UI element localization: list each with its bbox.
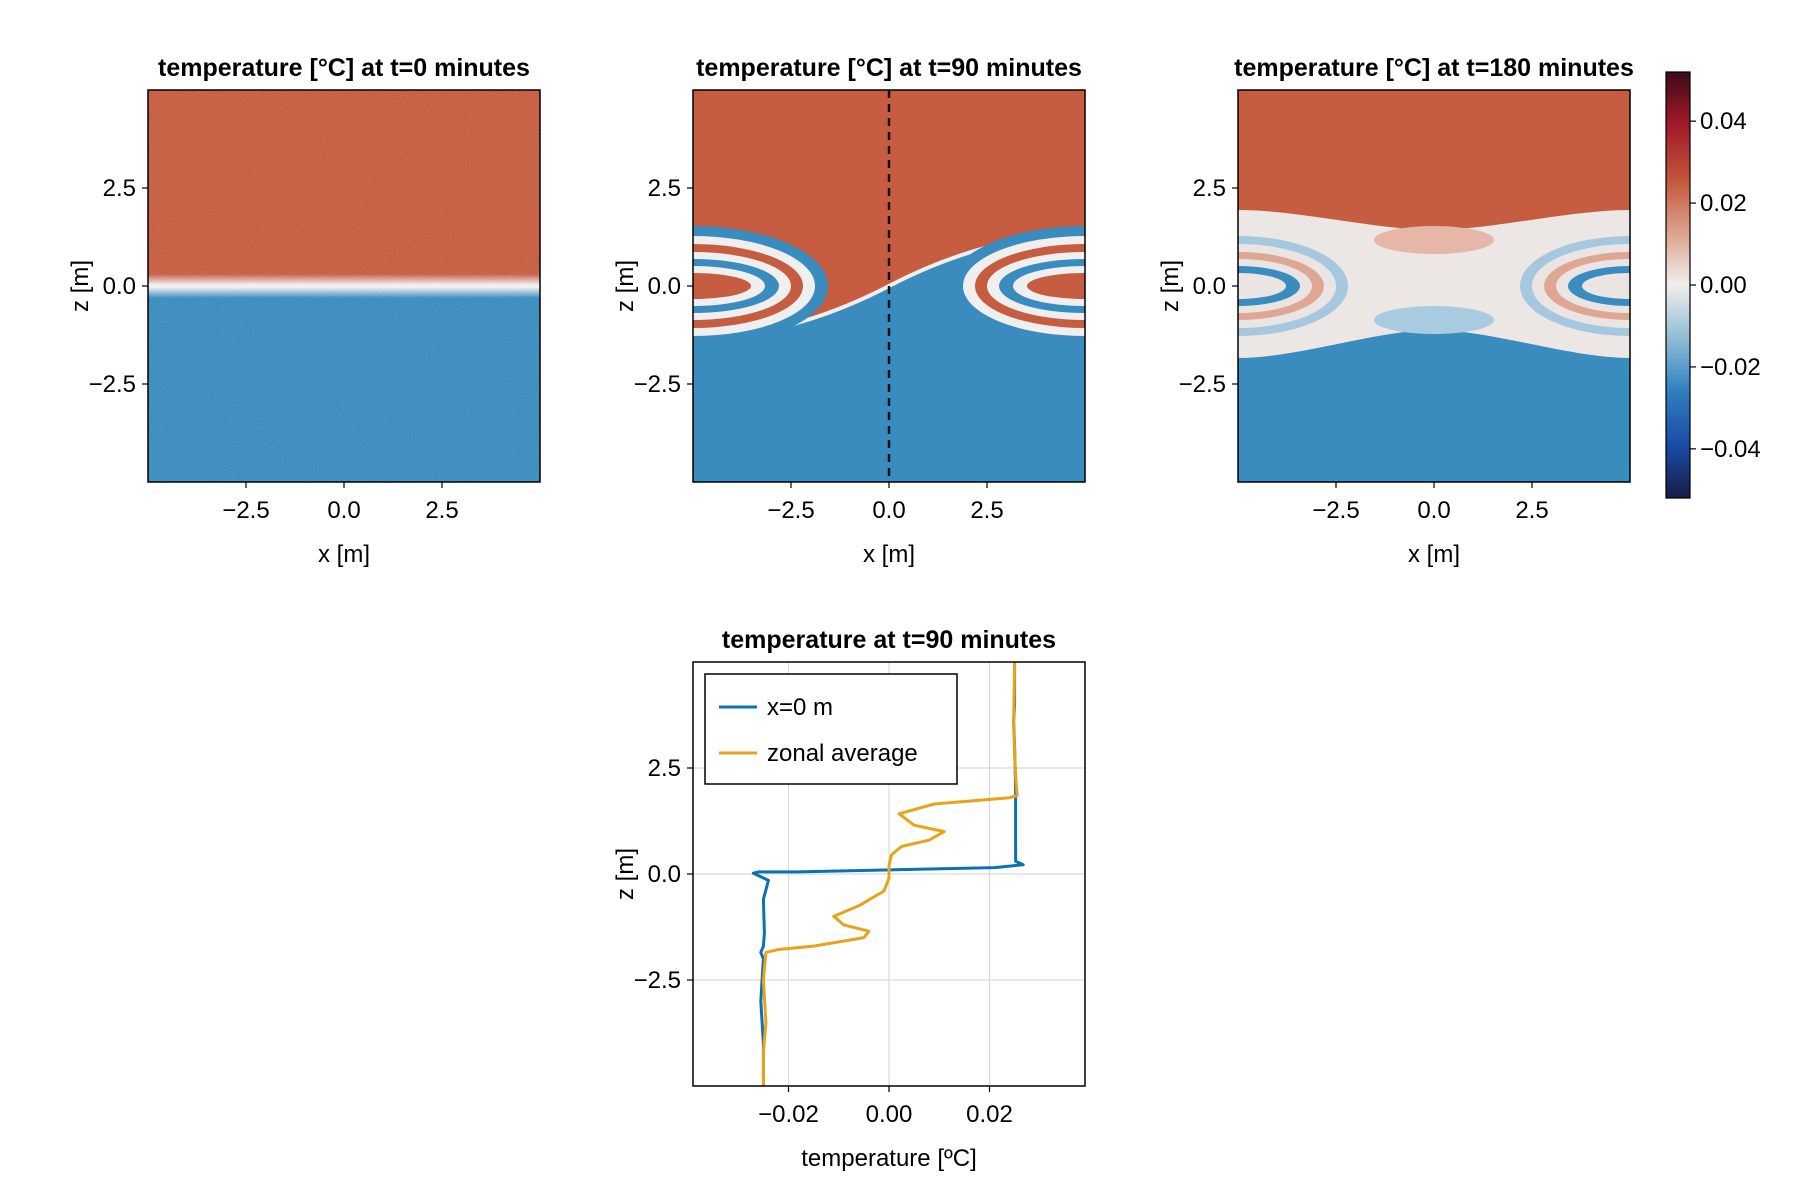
legend: x=0 m zonal average (704, 673, 958, 785)
panel-t90-xticks: −2.5 0.0 2.5 (767, 482, 1004, 524)
panel-t180-title: temperature [°C] at t=180 minutes (1234, 54, 1634, 82)
y-tick-label: −2.5 (634, 967, 681, 994)
panel-t0-yticks: 2.5 0.0 −2.5 (89, 175, 148, 398)
x-tick-label: 0.02 (966, 1101, 1013, 1128)
x-tick-label: −0.02 (758, 1101, 819, 1128)
x-tick-label: 0.0 (327, 497, 360, 524)
panel-profile-xlabel: temperature [ºC] (801, 1145, 977, 1172)
y-tick-label: 0.0 (648, 861, 681, 888)
colorbar-tick-label: 0.04 (1700, 108, 1747, 135)
panel-t180-xlabel: x [m] (1408, 541, 1460, 568)
vortex-ring (1027, 273, 1085, 299)
x-tick-label: 0.0 (872, 497, 905, 524)
cold-remnant (1374, 306, 1494, 334)
panel-profile: temperature at t=90 minutes −0.02 0.00 0.0… (612, 626, 1086, 1172)
y-tick-label: −2.5 (89, 371, 136, 398)
mixed-layer (1238, 210, 1630, 358)
panel-t0-ylabel: z [m] (67, 260, 94, 312)
x-tick-label: 0.0 (1417, 497, 1450, 524)
panel-t0: temperature [°C] at t=0 minutes −2.5 0.0 2… (67, 54, 541, 568)
panel-profile-ylabel: z [m] (612, 848, 639, 900)
x-tick-label: 2.5 (1515, 497, 1548, 524)
panel-t0-title: temperature [°C] at t=0 minutes (158, 54, 530, 82)
legend-box (704, 673, 958, 785)
colorbar-tick-label: −0.02 (1700, 354, 1761, 381)
panel-t180-ylabel: z [m] (1157, 260, 1184, 312)
panel-t180-heatmap (1238, 90, 1630, 482)
panel-t180-yticks: 2.5 0.0 −2.5 (1179, 175, 1238, 398)
y-tick-label: 2.5 (648, 175, 681, 202)
y-tick-label: 2.5 (103, 175, 136, 202)
legend-label-x0: x=0 m (767, 694, 833, 721)
panel-t0-heatmap (148, 90, 540, 482)
y-tick-label: −2.5 (1179, 371, 1226, 398)
panel-t90-xlabel: x [m] (863, 541, 915, 568)
y-tick-label: 2.5 (648, 755, 681, 782)
panel-t90-ylabel: z [m] (612, 260, 639, 312)
colorbar-ticks: 0.04 0.02 0.00 −0.02 −0.04 (1690, 108, 1761, 463)
x-tick-label: 0.00 (866, 1101, 913, 1128)
colorbar-tick-label: 0.02 (1700, 190, 1747, 217)
y-tick-label: 0.0 (648, 273, 681, 300)
warm-remnant (1374, 226, 1494, 254)
panel-t0-xlabel: x [m] (318, 541, 370, 568)
x-tick-label: 2.5 (970, 497, 1003, 524)
panel-t180: temperature [°C] at t=180 minutes −2.5 0.… (1157, 54, 1634, 568)
panel-t90-title: temperature [°C] at t=90 minutes (696, 54, 1082, 82)
colorbar-gradient (1665, 71, 1691, 499)
panel-profile-lines (751, 662, 1025, 1086)
noise-overlay (148, 90, 540, 482)
y-tick-label: 0.0 (1193, 273, 1226, 300)
x-tick-label: −2.5 (767, 497, 814, 524)
panel-t0-xticks: −2.5 0.0 2.5 (222, 482, 459, 524)
y-tick-label: 2.5 (1193, 175, 1226, 202)
colorbar-tick-label: −0.04 (1700, 436, 1761, 463)
panel-profile-xticks: −0.02 0.00 0.02 (758, 1086, 1013, 1128)
vortex-ring (1238, 273, 1286, 299)
vortex-ring (1582, 273, 1630, 299)
vortex-ring (693, 273, 751, 299)
legend-label-zonal: zonal average (767, 740, 918, 767)
panel-t180-xticks: −2.5 0.0 2.5 (1312, 482, 1549, 524)
panel-t90: temperature [°C] at t=90 minutes −2.5 0.0… (612, 54, 1086, 568)
x-tick-label: 2.5 (425, 497, 458, 524)
y-tick-label: 0.0 (103, 273, 136, 300)
colorbar: 0.04 0.02 0.00 −0.02 −0.04 (1665, 71, 1761, 499)
y-tick-label: −2.5 (634, 371, 681, 398)
x-tick-label: −2.5 (222, 497, 269, 524)
panel-profile-yticks: 2.5 0.0 −2.5 (634, 755, 693, 994)
series-line-zonal (761, 662, 1019, 1086)
colorbar-tick-label: 0.00 (1700, 272, 1747, 299)
panel-profile-title: temperature at t=90 minutes (722, 626, 1056, 654)
panel-t90-yticks: 2.5 0.0 −2.5 (634, 175, 693, 398)
x-tick-label: −2.5 (1312, 497, 1359, 524)
